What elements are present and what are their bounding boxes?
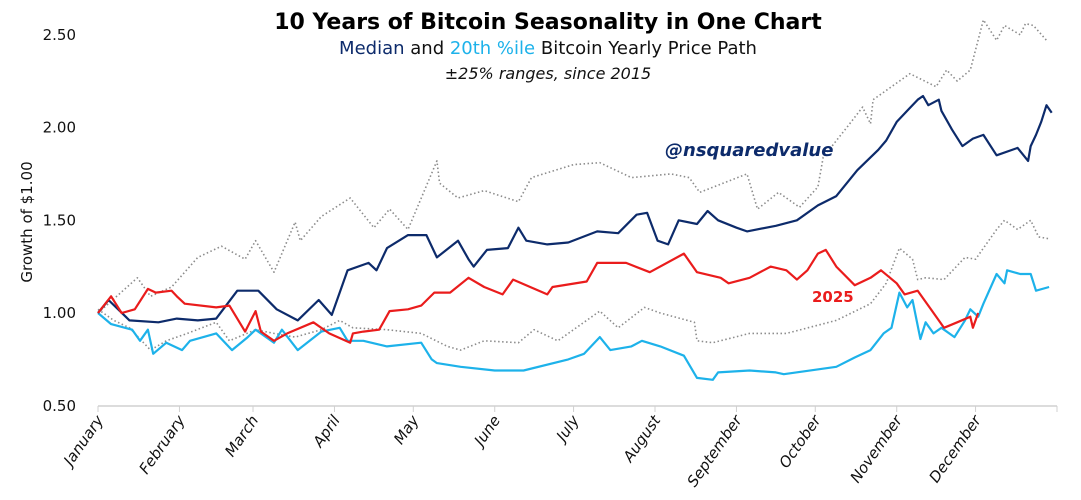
x-tick-label: March xyxy=(221,412,262,460)
y-tick-label: 1.00 xyxy=(43,304,76,322)
subtitle-median: Median xyxy=(339,38,404,59)
chart-subtitle-ranges: ±25% ranges, since 2015 xyxy=(445,64,651,83)
x-tick-label: September xyxy=(683,411,746,490)
x-tick-label: February xyxy=(135,411,189,477)
x-tick-label: May xyxy=(390,411,423,448)
watermark: @nsquaredvalue xyxy=(665,140,833,161)
chart-subtitle: Median and 20th %ile Bitcoin Yearly Pric… xyxy=(339,38,757,59)
series-line-lower xyxy=(97,219,1050,351)
x-tick-label: June xyxy=(469,412,504,452)
y-tick-label: 1.50 xyxy=(43,211,76,229)
x-tick-label: April xyxy=(309,411,344,451)
x-tick-label: July xyxy=(551,411,584,447)
series-line-y2025 xyxy=(97,248,980,344)
chart-title: 10 Years of Bitcoin Seasonality in One C… xyxy=(274,10,822,35)
x-tick-label: December xyxy=(925,411,985,486)
y-axis-label: Growth of $1.00 xyxy=(18,161,36,282)
x-tick-label: January xyxy=(58,411,108,471)
y-tick-label: 2.50 xyxy=(43,26,76,44)
series-line-median xyxy=(97,94,1053,324)
x-tick-label: October xyxy=(775,411,825,471)
subtitle-rest: Bitcoin Yearly Price Path xyxy=(535,38,757,59)
subtitle-20th: 20th %ile xyxy=(450,38,535,59)
label-2025: 2025 xyxy=(812,288,854,306)
y-tick-label: 2.00 xyxy=(43,119,76,137)
y-tick-label: 0.50 xyxy=(43,397,76,415)
subtitle-and: and xyxy=(405,38,450,59)
series-line-p20 xyxy=(97,269,1050,381)
x-tick-label: August xyxy=(619,411,665,466)
x-tick-label: November xyxy=(846,411,906,486)
